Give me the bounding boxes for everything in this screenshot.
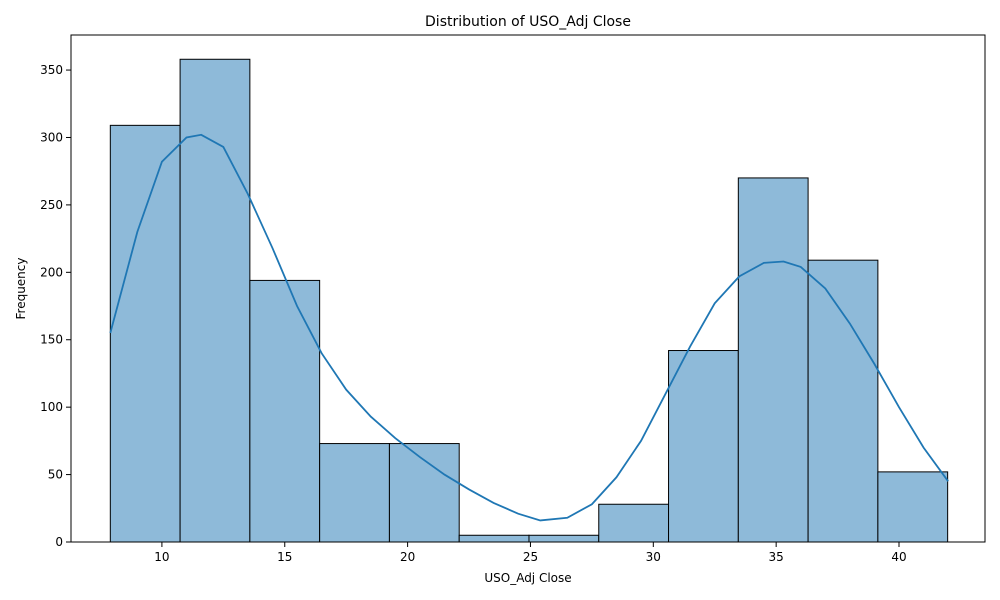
plot-frame — [70, 34, 986, 543]
x-axis: 10 15 20 25 30 35 40 — [154, 542, 907, 564]
y-tick-label: 100 — [40, 400, 63, 414]
kde-layer — [109, 133, 949, 522]
x-tick-label: 10 — [154, 550, 169, 564]
y-axis: 0 50 100 150 200 250 300 350 — [40, 63, 71, 549]
histogram-bar — [668, 350, 739, 543]
histogram-bar — [249, 279, 321, 543]
x-tick-label: 20 — [400, 550, 415, 564]
x-tick-label: 40 — [891, 550, 906, 564]
x-tick-label: 35 — [769, 550, 784, 564]
histogram-bar — [807, 259, 879, 543]
chart-title: Distribution of USO_Adj Close — [425, 14, 631, 30]
x-tick-label: 25 — [523, 550, 538, 564]
y-tick-label: 350 — [40, 63, 63, 77]
y-tick-label: 150 — [40, 333, 63, 347]
y-tick-label: 200 — [40, 265, 63, 279]
x-tick-label: 30 — [646, 550, 661, 564]
histogram-bar — [319, 443, 390, 543]
y-axis-label: Frequency — [14, 258, 28, 320]
histogram-bar — [388, 443, 460, 543]
histogram-bar — [458, 534, 530, 543]
histogram-bar — [877, 471, 949, 543]
y-tick-label: 50 — [48, 468, 63, 482]
histogram-bar — [737, 177, 809, 543]
histogram-bar — [109, 124, 181, 543]
y-tick-label: 300 — [40, 130, 63, 144]
histogram-bar — [179, 58, 251, 543]
x-tick-label: 15 — [277, 550, 292, 564]
y-tick-label: 250 — [40, 198, 63, 212]
histogram-bar — [528, 534, 600, 543]
y-tick-label: 0 — [55, 535, 63, 549]
x-axis-label: USO_Adj Close — [484, 571, 571, 585]
kde-curve — [109, 133, 949, 522]
histogram-bar — [598, 503, 670, 543]
bars-layer — [109, 58, 949, 543]
